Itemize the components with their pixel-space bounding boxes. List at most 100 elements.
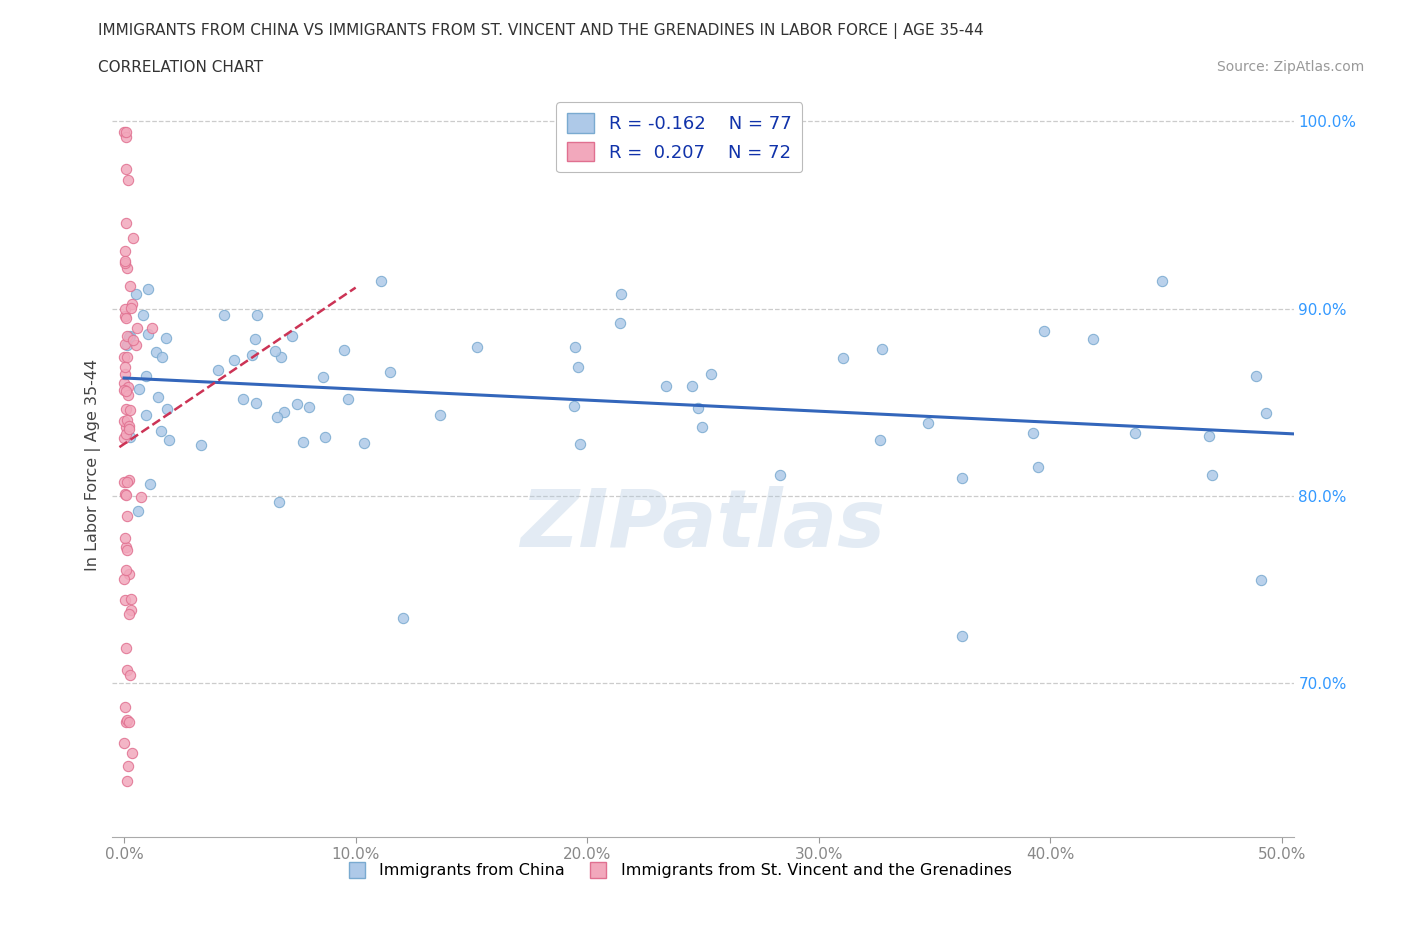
Point [122,333,145,348]
Point [120,591,142,606]
Point [117,758,139,773]
Point [118,418,141,433]
Point [117,379,139,394]
Point [1083,332,1105,347]
Point [157,432,180,447]
Point [118,329,141,344]
Point [150,350,173,365]
Point [127,503,149,518]
Point [117,421,139,436]
Point [115,402,138,417]
Point [1201,468,1223,483]
Point [212,308,235,323]
Point [287,397,309,412]
Text: CORRELATION CHART: CORRELATION CHART [98,60,263,75]
Point [115,542,138,557]
Point [120,300,142,315]
Point [118,278,141,293]
Point [118,430,141,445]
Point [314,430,336,445]
Point [391,610,413,625]
Point [769,467,792,482]
Point [120,668,142,683]
Point [112,125,135,140]
Point [686,401,709,416]
Point [112,350,135,365]
Point [950,471,973,485]
Point [115,383,138,398]
Point [429,407,451,422]
Point [129,489,152,504]
Point [114,486,136,501]
Point [465,340,488,355]
Point [245,395,267,410]
Point [917,416,939,431]
Point [564,339,586,354]
Point [117,173,139,188]
Point [114,256,136,271]
Point [700,366,723,381]
Point [112,376,135,391]
Point [112,382,135,397]
Point [1152,273,1174,288]
Point [1254,405,1277,420]
Point [240,348,263,363]
Point [114,699,136,714]
Point [141,321,163,336]
Point [115,563,138,578]
Point [115,311,138,325]
Point [568,436,591,451]
Point [114,359,136,374]
Point [124,338,146,352]
Point [132,308,155,323]
Point [270,350,292,365]
Legend: Immigrants from China, Immigrants from St. Vincent and the Grenadines: Immigrants from China, Immigrants from S… [340,857,1018,884]
Point [118,567,141,582]
Point [114,301,136,316]
Point [291,434,314,449]
Point [138,282,160,297]
Point [681,379,703,393]
Point [115,539,138,554]
Point [1032,324,1054,339]
Point [243,331,266,346]
Point [370,274,392,289]
Point [115,328,138,343]
Point [120,603,142,618]
Point [266,410,288,425]
Point [950,629,973,644]
Point [112,736,135,751]
Text: Source: ZipAtlas.com: Source: ZipAtlas.com [1216,60,1364,74]
Point [121,745,143,760]
Point [114,130,136,145]
Point [1022,426,1045,441]
Point [232,392,254,406]
Point [609,316,631,331]
Point [380,365,402,379]
Point [118,328,141,343]
Point [128,381,150,396]
Point [207,363,229,378]
Point [115,427,138,442]
Point [1198,429,1220,444]
Point [567,359,589,374]
Point [190,438,212,453]
Point [115,412,138,427]
Point [224,352,246,367]
Point [121,297,143,312]
Point [115,508,138,523]
Point [311,369,333,384]
Point [115,487,138,502]
Point [117,387,139,402]
Point [1250,573,1272,588]
Point [690,419,713,434]
Point [135,407,157,422]
Point [114,530,136,545]
Point [337,392,360,406]
Point [118,472,141,487]
Point [112,431,135,445]
Point [138,326,160,341]
Point [114,592,136,607]
Text: IMMIGRANTS FROM CHINA VS IMMIGRANTS FROM ST. VINCENT AND THE GRENADINES IN LABOR: IMMIGRANTS FROM CHINA VS IMMIGRANTS FROM… [98,23,984,39]
Point [114,309,136,324]
